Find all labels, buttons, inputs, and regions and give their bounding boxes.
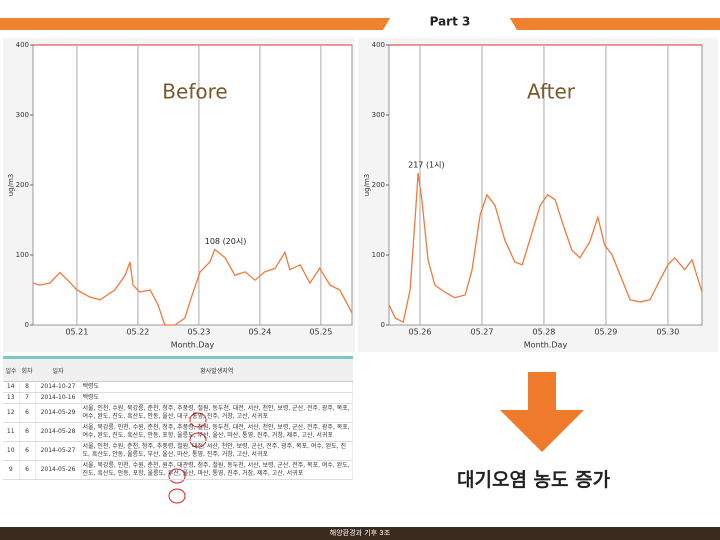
table-cell: 10 bbox=[3, 441, 20, 461]
x-axis-label: Month.Day bbox=[171, 341, 215, 350]
x-tick-label: 05.30 bbox=[656, 328, 679, 337]
y-tick-label: 300 bbox=[372, 111, 385, 119]
table-cell: 백령도 bbox=[81, 381, 353, 393]
caption: 대기오염 농도 증가 bbox=[457, 469, 611, 491]
header-bar bbox=[0, 18, 720, 30]
table-cell: 2014-05-26 bbox=[35, 460, 82, 480]
x-tick-label: 05.22 bbox=[126, 328, 149, 337]
table-cell: 6 bbox=[19, 441, 36, 461]
table-cell: 6 bbox=[19, 460, 36, 480]
table-cell: 2014-10-16 bbox=[35, 392, 82, 404]
slide-graphics: Part 3 05.21 05.22 05.23 05.24 05.2501002003… bbox=[0, 10, 720, 504]
x-tick-label: 05.28 bbox=[532, 328, 555, 337]
y-tick-label: 0 bbox=[381, 321, 385, 329]
table-cell: 13 bbox=[3, 392, 20, 404]
header-cell: 회차 bbox=[19, 357, 35, 382]
table-row: 12 6 2014-05-29 서울, 인천, 수원, 북강릉, 춘천, 청주, 추풍… bbox=[3, 403, 353, 423]
highlight-circle bbox=[168, 488, 186, 504]
table-row: 10 6 2014-05-27 서울, 인천, 수원, 춘천, 청주, 추풍령, 철원… bbox=[3, 441, 353, 461]
table-cell: 2014-05-29 bbox=[35, 403, 82, 423]
footer: 해양환경과 기후 3조 bbox=[0, 527, 720, 540]
header-cell: 일수 bbox=[3, 357, 19, 382]
x-tick-label: 05.26 bbox=[409, 328, 432, 337]
table-cell: 8 bbox=[19, 381, 36, 393]
x-tick-label: 05.25 bbox=[309, 328, 332, 337]
table-cell: 2014-05-27 bbox=[35, 441, 82, 461]
y-tick-label: 300 bbox=[16, 111, 29, 119]
y-axis-label: ug/m3 bbox=[363, 174, 371, 197]
y-tick-label: 0 bbox=[25, 321, 29, 329]
x-tick-label: 05.29 bbox=[594, 328, 617, 337]
y-axis-label: ug/m3 bbox=[7, 174, 15, 197]
dust-table: 일수 회차 일자 황사발생지역 14 8 2014-10-27 백령도 13 7 2014-10-… bbox=[3, 356, 353, 480]
table-cell: 14 bbox=[3, 381, 20, 393]
table-cell: 서울, 북강릉, 인천, 수원, 춘천, 원주, 대관령, 청주, 철원, 동두… bbox=[81, 460, 353, 480]
table-cell: 7 bbox=[19, 392, 36, 404]
header-tab bbox=[383, 10, 517, 30]
line-series bbox=[388, 173, 703, 324]
table-cell: 서울, 인천, 수원, 춘천, 청주, 추풍령, 철원, 대전, 서산, 천안,… bbox=[81, 441, 353, 461]
table-cell: 서울, 인천, 수원, 북강릉, 춘천, 청주, 추풍령, 철원, 동두천, 대… bbox=[81, 403, 353, 423]
x-tick-label: 05.24 bbox=[248, 328, 271, 337]
x-axis-label: Month.Day bbox=[524, 341, 568, 350]
peak-annotation: 217 (1시) bbox=[408, 161, 445, 170]
table-cell: 6 bbox=[19, 403, 36, 423]
table-header: 일수 회차 일자 황사발생지역 bbox=[3, 357, 353, 382]
table-row: 11 6 2014-05-28 서울, 북강릉, 인천, 수원, 춘천, 청주, 추풍… bbox=[3, 422, 353, 442]
y-tick-label: 100 bbox=[372, 251, 385, 259]
y-tick-label: 200 bbox=[372, 181, 385, 189]
table-cell: 9 bbox=[3, 460, 20, 480]
plot-area bbox=[388, 44, 703, 326]
table-cell: 2014-10-27 bbox=[35, 381, 82, 393]
header-cell: 황사발생지역 bbox=[81, 357, 353, 382]
table-row: 9 6 2014-05-26 서울, 북강릉, 인천, 수원, 춘천, 원주, 대관령… bbox=[3, 460, 353, 480]
table-cell: 백령도 bbox=[81, 392, 353, 404]
y-tick-label: 100 bbox=[16, 251, 29, 259]
header-cell: 일자 bbox=[35, 357, 81, 382]
x-tick-label: 05.27 bbox=[471, 328, 494, 337]
table-cell: 서울, 북강릉, 인천, 수원, 춘천, 청주, 추풍령, 철원, 동두천, 대… bbox=[81, 422, 353, 442]
y-tick-label: 200 bbox=[16, 181, 29, 189]
table-cell: 2014-05-28 bbox=[35, 422, 82, 442]
table-cell: 6 bbox=[19, 422, 36, 442]
table-cell: 12 bbox=[3, 403, 20, 423]
plot-area bbox=[32, 44, 353, 326]
table-row: 14 8 2014-10-27 백령도 bbox=[3, 381, 353, 393]
line-series bbox=[32, 248, 353, 326]
chart-title: Before bbox=[162, 80, 227, 104]
table-cell: 11 bbox=[3, 422, 20, 442]
chart-title: After bbox=[527, 80, 576, 104]
down-arrow bbox=[500, 372, 584, 452]
table-row: 13 7 2014-10-16 백령도 bbox=[3, 392, 353, 404]
header-tab-label: Part 3 bbox=[430, 15, 471, 29]
y-tick-label: 400 bbox=[372, 41, 385, 49]
peak-annotation: 108 (20시) bbox=[205, 237, 247, 246]
y-tick-label: 400 bbox=[16, 41, 29, 49]
x-tick-label: 05.21 bbox=[65, 328, 88, 337]
x-tick-label: 05.23 bbox=[187, 328, 210, 337]
